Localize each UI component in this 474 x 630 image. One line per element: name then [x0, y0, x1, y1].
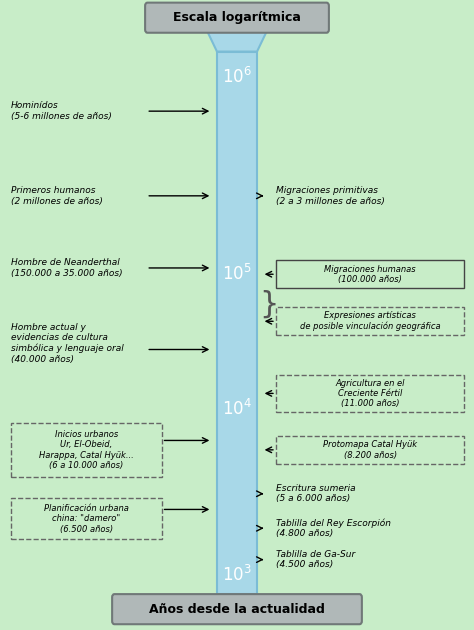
Text: Escala logarítmica: Escala logarítmica [173, 11, 301, 24]
Text: $10^3$: $10^3$ [222, 565, 252, 585]
Text: Hominídos
(5-6 millones de años): Hominídos (5-6 millones de años) [11, 101, 112, 121]
Bar [217, 52, 257, 594]
FancyBboxPatch shape [145, 3, 329, 33]
Text: Migraciones primitivas
(2 a 3 millones de años): Migraciones primitivas (2 a 3 millones d… [276, 186, 385, 205]
Text: Tablilla de Ga-Sur
(4.500 años): Tablilla de Ga-Sur (4.500 años) [276, 550, 355, 570]
Text: Años desde la actualidad: Años desde la actualidad [149, 603, 325, 616]
Text: $10^4$: $10^4$ [222, 399, 252, 419]
Text: Primeros humanos
(2 millones de años): Primeros humanos (2 millones de años) [11, 186, 103, 205]
Text: $10^6$: $10^6$ [222, 67, 252, 87]
Text: Expresiones artísticas
de posible vinculación geográfica: Expresiones artísticas de posible vincul… [300, 311, 440, 331]
Text: $10^5$: $10^5$ [222, 264, 252, 284]
Text: Migraciones humanas
(100.000 años): Migraciones humanas (100.000 años) [324, 265, 416, 284]
Text: Hombre actual y
evidencias de cultura
simbólica y lenguaje oral
(40.000 años): Hombre actual y evidencias de cultura si… [11, 323, 124, 364]
Text: Inicios urbanos
Ur, El-Obeid,
Harappa, Catal Hyük...
(6 a 10.000 años): Inicios urbanos Ur, El-Obeid, Harappa, C… [39, 430, 134, 470]
Text: Planificación urbana
china: "damero"
(6.500 años): Planificación urbana china: "damero" (6.… [44, 504, 128, 534]
Text: Hombre de Neanderthal
(150.000 a 35.000 años): Hombre de Neanderthal (150.000 a 35.000 … [11, 258, 122, 278]
Text: }: } [259, 290, 279, 319]
Text: Tablilla del Rey Escorpión
(4.800 años): Tablilla del Rey Escorpión (4.800 años) [276, 518, 391, 538]
Text: Agricultura en el
Creciente Fértil
(11.000 años): Agricultura en el Creciente Fértil (11.0… [336, 379, 405, 408]
Text: Escritura sumeria
(5 a 6.000 años): Escritura sumeria (5 a 6.000 años) [276, 484, 356, 503]
FancyBboxPatch shape [112, 594, 362, 624]
Polygon shape [205, 26, 269, 52]
Text: Protomapa Catal Hyük
(8.200 años): Protomapa Catal Hyük (8.200 años) [323, 440, 417, 459]
